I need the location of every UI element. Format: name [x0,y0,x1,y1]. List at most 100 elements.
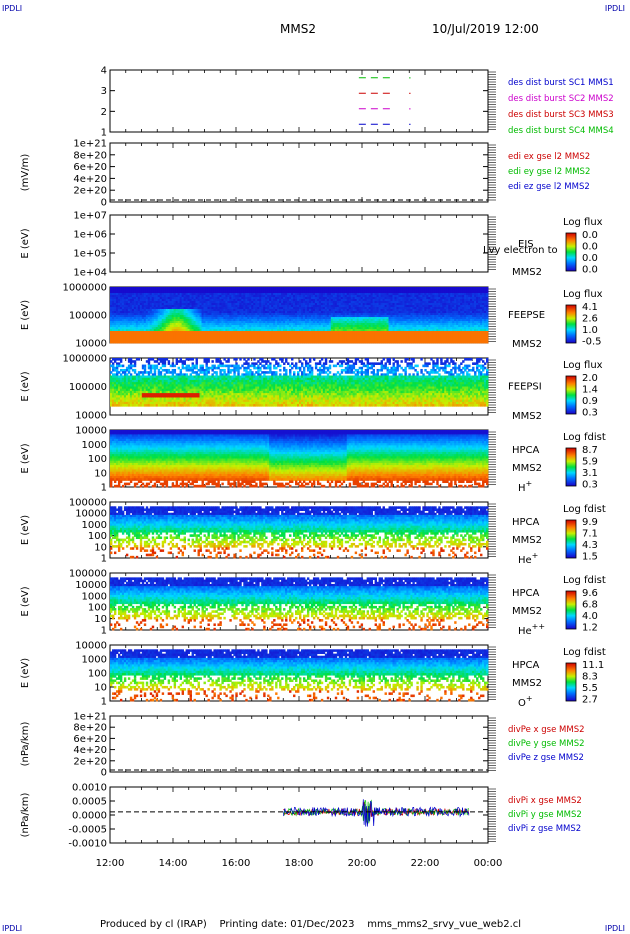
cell [151,303,155,306]
cell [374,293,377,296]
cell [348,289,352,292]
cell [215,333,218,336]
cell [291,329,294,332]
cell [191,335,194,338]
cell [299,301,302,304]
cell [368,309,372,312]
cell [241,333,244,336]
cell [326,297,330,300]
cell [175,315,179,318]
cell [358,307,362,310]
cell [380,337,383,340]
cell [181,319,185,322]
cell [145,307,149,310]
cell [344,295,348,298]
cell [117,321,121,324]
cell [390,299,393,302]
cell [281,333,284,336]
cell [149,293,153,296]
cell [269,319,272,322]
cell [396,301,399,304]
cell [348,341,352,344]
cell [354,329,358,332]
cell [374,337,377,340]
cell [239,297,242,300]
cell [273,327,276,330]
cell [374,299,377,302]
cell [279,305,282,308]
cell [324,319,328,322]
cell [119,301,123,304]
cell [115,291,119,294]
cell [129,297,133,300]
cell [195,339,198,342]
cell [155,313,159,316]
cell [394,307,397,310]
cell [306,325,310,328]
cell [183,289,186,292]
cell [179,295,183,298]
cell [179,311,183,314]
cell [265,309,268,312]
cell [314,313,318,316]
cell [187,309,190,312]
cell [253,303,256,306]
cell [129,317,133,320]
cell [267,341,270,344]
cell [177,309,181,312]
cell [392,321,395,324]
cell [334,313,338,316]
cell [299,341,302,344]
cell [356,305,360,308]
cell [370,327,374,330]
cell [273,339,276,342]
cell [314,299,318,302]
cell [119,329,123,332]
cell [199,311,202,314]
cell [115,317,119,320]
cell [376,291,379,294]
cell [360,341,364,344]
cell [229,327,232,330]
cell [293,331,296,334]
cell [308,327,312,330]
cell [145,303,149,306]
cell [235,323,238,326]
cell [177,299,181,302]
cell [362,301,366,304]
cell [390,301,393,304]
cell [253,287,256,290]
cell [267,309,270,312]
cell [157,317,161,320]
cell [265,299,268,302]
cell [259,299,262,302]
cell [289,325,292,328]
cell [364,303,368,306]
cell [297,321,300,324]
cell [171,317,175,320]
cell [221,317,224,320]
cell [263,295,266,298]
cell [169,333,173,336]
cell [223,297,226,300]
cell [113,335,117,338]
cell [283,291,286,294]
cell [137,291,141,294]
cell [193,291,196,294]
cell [183,329,186,332]
cell [125,333,129,336]
cell [370,329,374,332]
cell [293,303,296,306]
cell [271,303,274,306]
cell [342,315,346,318]
cell [197,299,200,302]
cell [147,323,151,326]
cell [306,317,310,320]
cell [183,341,186,344]
cell [199,297,202,300]
cell [304,341,308,344]
cell [388,311,391,314]
cell [324,313,328,316]
cell [376,307,379,310]
cell [110,319,113,322]
